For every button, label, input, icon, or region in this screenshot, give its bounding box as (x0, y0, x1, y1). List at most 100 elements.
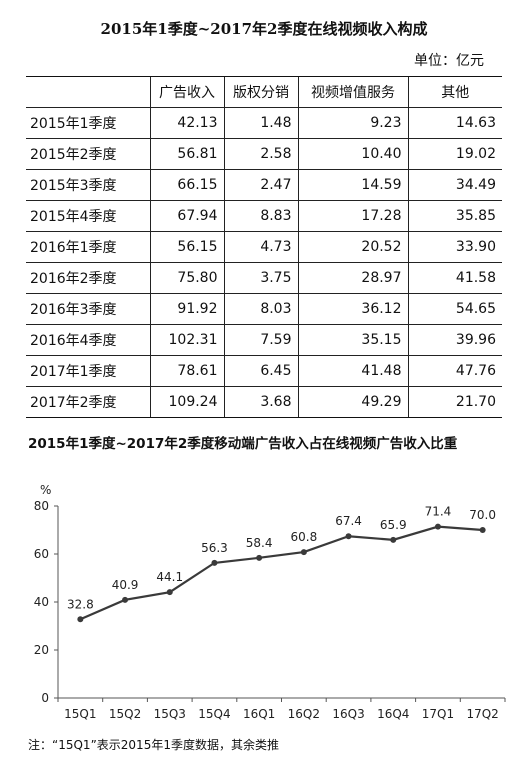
table-row: 2015年4季度 67.94 8.83 17.28 35.85 (26, 200, 502, 232)
data-label: 65.9 (380, 518, 407, 532)
table-cell: 49.29 (297, 386, 408, 418)
x-tick-label: 16Q2 (288, 707, 320, 721)
table-cell: 2.47 (223, 169, 298, 201)
table-cell: 8.83 (223, 200, 298, 232)
table-header-row: 广告收入 版权分销 视频增值服务 其他 (26, 76, 502, 108)
footnote: 注：“15Q1”表示2015年1季度数据，其余类推 (28, 738, 279, 752)
table-cell: 66.15 (149, 169, 224, 201)
y-tick-label: 0 (41, 691, 49, 705)
data-point (434, 523, 441, 530)
table-cell: 9.23 (297, 107, 408, 139)
data-point (479, 527, 486, 533)
row-label: 2017年2季度 (26, 386, 150, 418)
data-label: 40.9 (112, 578, 139, 592)
chart-title: 2015年1季度~2017年2季度移动端广告收入占在线视频广告收入比重 (28, 436, 458, 452)
table-cell: 3.68 (223, 386, 298, 418)
header-cell-empty (26, 76, 150, 108)
y-tick-label: 20 (34, 643, 49, 657)
table-cell: 67.94 (149, 200, 224, 232)
x-tick-label: 15Q1 (64, 707, 96, 721)
unit-label: 单位：亿元 (414, 53, 484, 69)
x-tick-label: 15Q3 (154, 707, 186, 721)
table-cell: 47.76 (407, 355, 502, 387)
data-point (77, 616, 84, 623)
table-cell: 35.85 (407, 200, 502, 232)
table-cell: 3.75 (223, 262, 298, 294)
table-cell: 56.15 (149, 231, 224, 263)
table-cell: 21.70 (407, 386, 502, 418)
table-cell: 42.13 (149, 107, 224, 139)
table-row: 2015年1季度 42.13 1.48 9.23 14.63 (26, 107, 502, 139)
table-cell: 17.28 (297, 200, 408, 232)
data-label: 44.1 (156, 570, 183, 584)
table-cell: 10.40 (297, 138, 408, 170)
table-cell: 54.65 (407, 293, 502, 325)
row-label: 2016年3季度 (26, 293, 150, 325)
table-cell: 8.03 (223, 293, 298, 325)
table-cell: 2.58 (223, 138, 298, 170)
table-cell: 4.73 (223, 231, 298, 263)
row-label: 2017年1季度 (26, 355, 150, 387)
table-cell: 91.92 (149, 293, 224, 325)
series-line (79, 525, 483, 621)
header-cell-copyright: 版权分销 (223, 76, 298, 108)
data-point (256, 554, 263, 561)
y-tick-label: 80 (34, 499, 49, 513)
row-label: 2015年3季度 (26, 169, 150, 201)
table-cell: 7.59 (223, 324, 298, 356)
table-cell: 33.90 (407, 231, 502, 263)
data-label: 71.4 (425, 505, 452, 519)
data-point (166, 589, 173, 596)
table-cell: 1.48 (223, 107, 298, 139)
table-cell: 39.96 (407, 324, 502, 356)
header-cell-vas: 视频增值服务 (297, 76, 408, 108)
table-cell: 78.61 (149, 355, 224, 387)
row-label: 2015年1季度 (26, 107, 150, 139)
table-cell: 41.48 (297, 355, 408, 387)
row-label: 2015年2季度 (26, 138, 150, 170)
data-point (211, 559, 218, 566)
data-label: 32.8 (67, 597, 94, 611)
row-label: 2015年4季度 (26, 200, 150, 232)
table-cell: 109.24 (149, 386, 224, 418)
table-cell: 14.63 (407, 107, 502, 139)
table-row: 2017年1季度 78.61 6.45 41.48 47.76 (26, 355, 502, 387)
table-row: 2017年2季度 109.24 3.68 49.29 21.70 (26, 386, 502, 418)
table-cell: 34.49 (407, 169, 502, 201)
header-cell-other: 其他 (407, 76, 502, 108)
line-chart: 0 20 40 60 80% 15Q1 15Q2 15Q3 15Q4 16Q1 16Q2 16Q3 16… (34, 483, 506, 721)
data-point (390, 536, 397, 543)
table-cell: 20.52 (297, 231, 408, 263)
x-tick-label: 15Q4 (198, 707, 230, 721)
table-cell: 75.80 (149, 262, 224, 294)
data-label: 70.0 (469, 508, 496, 522)
data-point (345, 533, 352, 540)
data-label: 60.8 (290, 530, 317, 544)
y-axis-unit: % (40, 483, 51, 497)
table-cell: 6.45 (223, 355, 298, 387)
revenue-table: 广告收入 版权分销 视频增值服务 其他 2015年1季度 42.13 1.48 9.2… (26, 76, 502, 418)
table-row: 2016年2季度 75.80 3.75 28.97 41.58 (26, 262, 502, 294)
table-cell: 28.97 (297, 262, 408, 294)
y-tick-label: 60 (34, 547, 49, 561)
table-row: 2015年2季度 56.81 2.58 10.40 19.02 (26, 138, 502, 170)
table-cell: 14.59 (297, 169, 408, 201)
data-point (300, 549, 307, 556)
data-label: 67.4 (335, 514, 362, 528)
x-tick-label: 17Q1 (422, 707, 454, 721)
table-cell: 41.58 (407, 262, 502, 294)
x-tick-label: 15Q2 (109, 707, 141, 721)
table-title: 2015年1季度~2017年2季度在线视频收入构成 (100, 20, 428, 38)
table-row: 2015年3季度 66.15 2.47 14.59 34.49 (26, 169, 502, 201)
table-cell: 56.81 (149, 138, 224, 170)
table-cell: 36.12 (297, 293, 408, 325)
table-row: 2016年3季度 91.92 8.03 36.12 54.65 (26, 293, 502, 325)
x-tick-label: 16Q3 (332, 707, 364, 721)
header-cell-ad: 广告收入 (149, 76, 224, 108)
row-label: 2016年4季度 (26, 324, 150, 356)
row-label: 2016年1季度 (26, 231, 150, 263)
data-label: 58.4 (246, 536, 273, 550)
table-cell: 102.31 (149, 324, 224, 356)
table-row: 2016年1季度 56.15 4.73 20.52 33.90 (26, 231, 502, 263)
row-label: 2016年2季度 (26, 262, 150, 294)
